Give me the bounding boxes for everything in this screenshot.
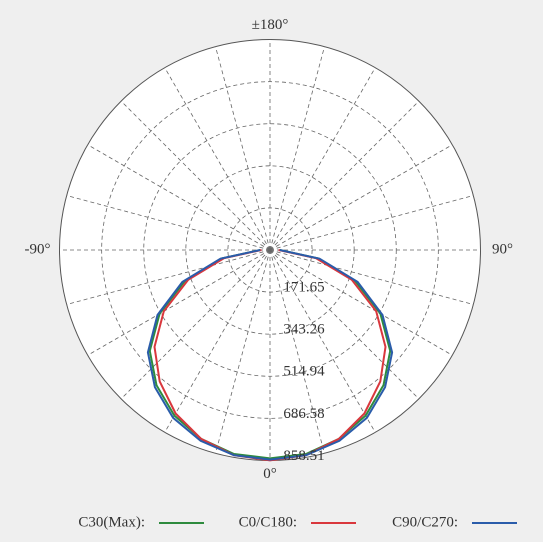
spoke (269, 249, 325, 454)
theta-label: 0° (263, 466, 277, 482)
r-tick-label: 858.51 (283, 448, 324, 464)
theta-label: 90° (492, 241, 513, 257)
legend-label: C30(Max): (78, 514, 145, 530)
spoke (269, 249, 420, 400)
grid-ring (185, 165, 355, 335)
spoke (269, 249, 474, 305)
theta-label: -90° (25, 241, 51, 257)
spoke (120, 100, 271, 251)
spoke (269, 249, 376, 433)
spoke (269, 195, 474, 251)
theta-label: ±180° (252, 17, 289, 33)
spoke (269, 67, 376, 251)
grid-ring (101, 81, 439, 419)
spoke (269, 46, 325, 251)
spoke (269, 249, 453, 356)
r-tick-label: 343.26 (283, 322, 325, 338)
legend-label: C0/C180: (239, 514, 297, 530)
spoke (87, 144, 271, 251)
spoke (269, 144, 453, 251)
spoke (66, 249, 271, 305)
spoke (87, 249, 271, 356)
grid-ring (227, 207, 313, 293)
spoke (66, 195, 271, 251)
r-tick-label: 686.58 (283, 406, 324, 422)
spoke (215, 46, 271, 251)
spoke (215, 249, 271, 454)
spoke (269, 100, 420, 251)
r-tick-label: 514.94 (283, 364, 325, 380)
grid-ring (143, 123, 397, 377)
r-tick-label: 171.65 (283, 280, 324, 296)
legend-label: C90/C270: (392, 514, 458, 530)
spoke (120, 249, 271, 400)
spoke (164, 249, 271, 433)
series-line (146, 249, 394, 461)
spoke (164, 67, 271, 251)
